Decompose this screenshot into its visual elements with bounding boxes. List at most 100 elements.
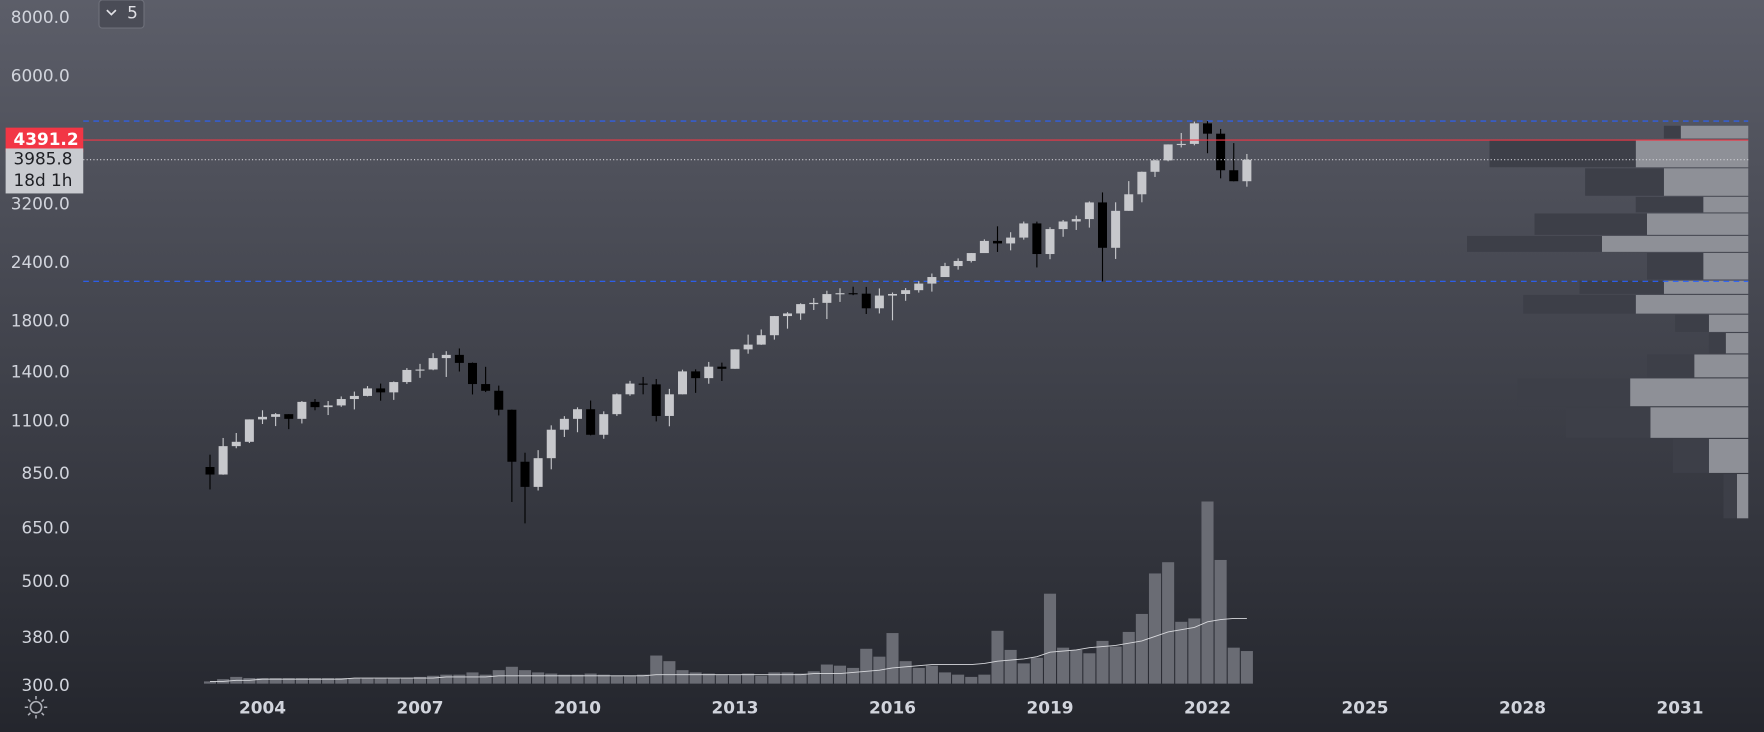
volume-bar [1057,647,1070,684]
volume-bar [256,678,269,684]
candle-body [1006,237,1016,244]
candle-body [1176,143,1186,146]
candle-body [848,293,858,295]
profile-up [1647,213,1749,235]
volume-bar [676,670,689,684]
volume-bar [335,678,348,684]
profile-down [1647,252,1704,280]
candle-body [546,429,556,459]
volume-bar [623,675,637,684]
y-tick-label: 500.0 [21,571,69,591]
interval-label: 5 [127,2,138,22]
profile-up [1663,280,1749,294]
profile-up [1694,354,1749,378]
volume-bar [1004,649,1017,684]
last-price-tag [5,148,84,194]
volume-bar [308,678,322,684]
candle-body [1071,219,1081,222]
candle-body [284,414,294,419]
candle-body [940,266,950,278]
candle-body [914,283,924,291]
candle-body [1045,229,1055,255]
profile-down [1517,378,1631,407]
volume-bar [768,672,781,684]
volume-bar [453,674,466,684]
candle-body [678,371,687,395]
volume-bar [650,655,663,684]
candle-body [664,394,674,416]
candle-body [1137,171,1147,195]
volume-bar [1096,640,1109,684]
y-tick-label: 850.0 [21,463,69,483]
x-tick-label: 2004 [239,697,286,717]
volume-bar [728,674,742,684]
candle-body [1150,160,1160,172]
candle-body [809,302,819,305]
candle-body [1203,123,1212,134]
volume-bar [820,664,833,684]
volume-bar [689,672,702,684]
volume-bar [545,673,558,684]
y-tick-label: 3200.0 [11,193,70,213]
y-tick-label: 8000.0 [11,7,70,27]
profile-down [1663,125,1681,139]
candle-body [966,253,976,261]
profile-down [1675,314,1709,332]
candle-body [1098,202,1107,248]
interval-button[interactable] [98,0,145,29]
profile-up [1703,252,1749,280]
candle-body [874,295,884,309]
volume-bar [466,672,479,684]
profile-up [1703,196,1749,213]
volume-bar [584,673,597,684]
candle-body [415,369,425,371]
y-tick-label: 2400.0 [11,252,70,272]
profile-down [1723,474,1737,519]
profile-up [1708,438,1749,473]
candle-body [376,388,386,393]
volume-bar [807,671,820,684]
volume-bar [295,678,308,684]
volume-bar [440,674,453,684]
profile-up [1635,139,1749,168]
candle-body [651,384,661,416]
last-price-label: 3985.8 [14,149,73,169]
y-tick-label: 300.0 [21,675,69,695]
candle-body [428,358,438,370]
x-tick-label: 2031 [1657,697,1704,717]
candle-body [468,362,477,385]
candle-body [1163,144,1173,161]
y-tick-label: 650.0 [21,518,69,538]
volume-bar [860,648,873,684]
volume-bar [1227,647,1240,684]
volume-bar [1030,657,1043,684]
y-tick-label: 1100.0 [11,411,70,431]
candle-body [1084,202,1094,220]
profile-up [1650,407,1749,438]
candle-body [218,446,228,475]
volume-bar [492,670,505,684]
x-tick-label: 2013 [712,697,759,717]
candle-body [612,394,622,415]
candle-body [1019,223,1029,238]
candle-body [1229,170,1239,182]
volume-bar [952,674,965,684]
candle-body [953,260,963,267]
candle-body [769,316,779,336]
candle-body [1058,221,1068,230]
volume-bar [1083,653,1096,684]
candle-body [783,313,792,317]
profile-up [1663,168,1749,196]
volume-bar [663,661,676,684]
volume-bar [702,673,715,684]
volume-bar [1122,631,1135,684]
settings-icon[interactable] [24,696,48,719]
x-tick-label: 2010 [554,697,601,717]
volume-bar [374,678,387,684]
candle-body [310,401,320,408]
profile-up [1680,125,1749,139]
candle-body [901,290,911,294]
candle-body [835,293,845,295]
